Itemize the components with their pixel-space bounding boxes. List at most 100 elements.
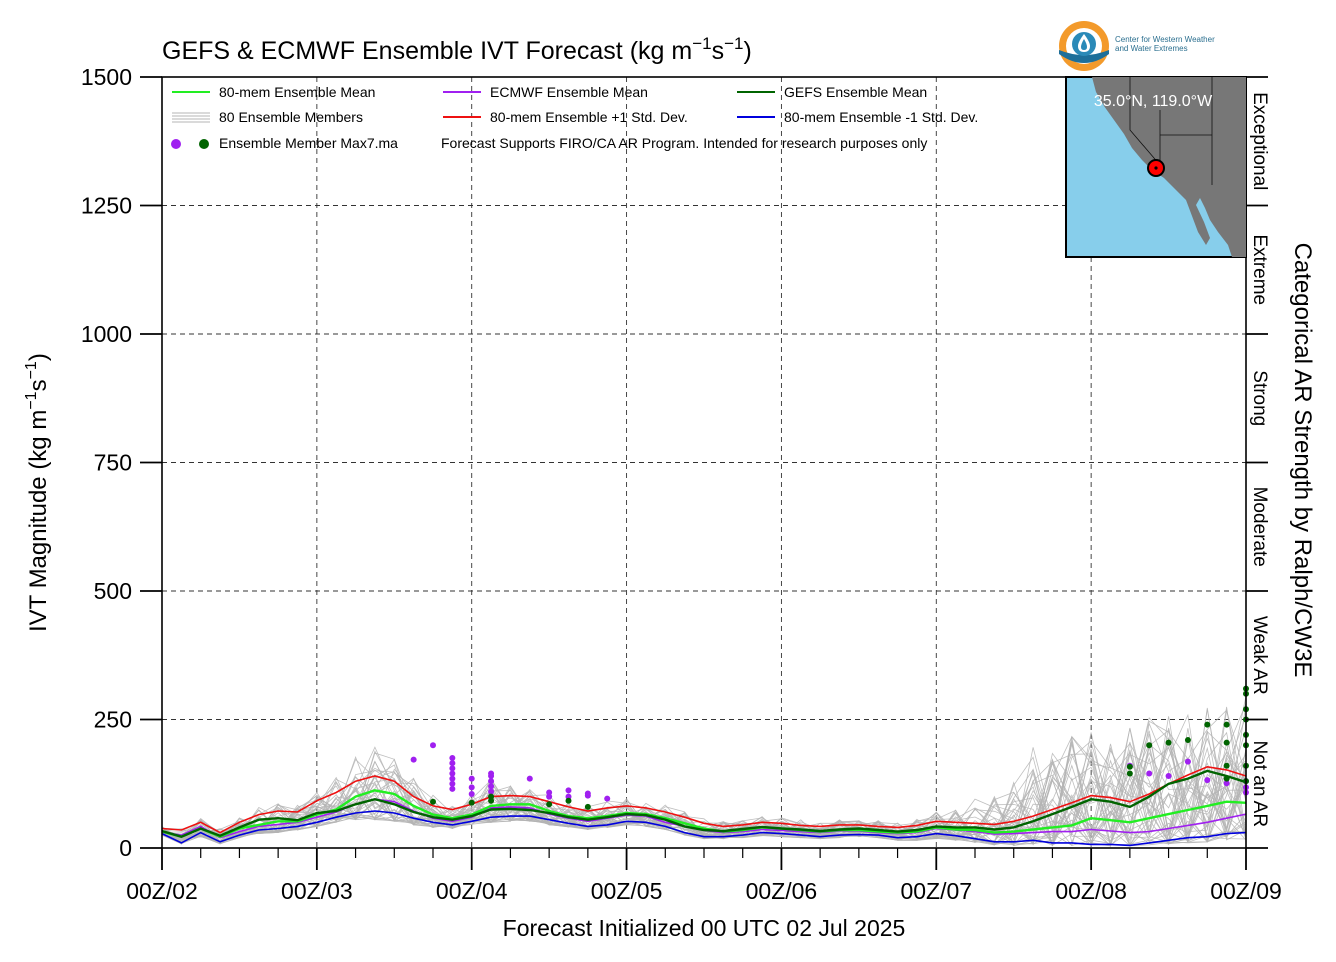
ecmwf-max-point (449, 755, 456, 762)
ecmwf-max-point (1223, 780, 1230, 787)
ensemble-member-line (161, 752, 1247, 846)
inset-land (1092, 77, 1246, 257)
x-tick-label: 00Z/06 (746, 878, 818, 904)
ecmwf-max-point (1184, 758, 1191, 765)
gefs-max-point (1204, 721, 1211, 728)
legend-label-members: 80 Ensemble Members (219, 109, 363, 125)
gefs-max-point (1126, 770, 1133, 777)
inset-state-lines (1129, 77, 1213, 185)
legend: 80-mem Ensemble Mean ECMWF Ensemble Mean… (171, 84, 978, 151)
gefs-max-point (488, 793, 495, 800)
ecmwf-max-point (604, 795, 611, 802)
ecmwf-max-point (468, 775, 475, 782)
gefs-max-point (430, 798, 436, 805)
ecmwf-max-point (488, 783, 495, 790)
legend-label-gefs: GEFS Ensemble Mean (784, 84, 927, 100)
ensemble-member-line (161, 740, 1247, 846)
inset-coords: 35.0°N, 119.0°W (1094, 93, 1213, 110)
ecmwf-max-point (565, 787, 572, 794)
y-tick-label: 750 (94, 450, 132, 476)
gefs-max-point (1223, 739, 1230, 746)
y-tick-label: 0 (119, 835, 132, 861)
category-axis: Not an AR Weak AR Moderate Strong Extreme Exc… (1246, 76, 1270, 849)
gefs-max-point (1146, 742, 1153, 749)
gefs-max-point (1165, 739, 1172, 746)
ecmwf-max-point (546, 789, 553, 796)
ecmwf-max-point (1165, 773, 1172, 780)
legend-label-max: Ensemble Member Max7.ma (219, 135, 398, 151)
ensemble-member-line (161, 727, 1247, 844)
x-tick-label: 00Z/09 (1210, 878, 1282, 904)
ecmwf-max-point (449, 785, 456, 792)
gefs-max-point (488, 797, 495, 804)
x-axis: 00Z/02 00Z/03 00Z/04 00Z/05 00Z/06 00Z/07 00Z/… (126, 848, 1282, 904)
ensemble-member-line (161, 716, 1247, 846)
ecmwf-max-point (468, 784, 475, 791)
category-label: Weak AR (1249, 616, 1270, 695)
ecmwf-max-point (449, 770, 456, 777)
ecmwf-max-point (488, 773, 495, 780)
y-tick-label: 250 (94, 707, 132, 733)
inset-map: 35.0°N, 119.0°W (1065, 76, 1247, 258)
ecmwf-max-point (526, 775, 533, 782)
legend-note: Forecast Supports FIRO/CA AR Program. In… (441, 135, 927, 151)
legend-dot-ecmwf (171, 139, 181, 149)
ecmwf-max-point (449, 780, 456, 787)
series-line-plus_sd (161, 765, 1247, 834)
x-tick-label: 00Z/02 (126, 878, 198, 904)
ecmwf-max-point (449, 775, 456, 782)
ecmwf-max-point (468, 791, 475, 798)
x-tick-label: 00Z/07 (900, 878, 972, 904)
location-marker-center (1154, 166, 1158, 170)
series-line-minus_sd (161, 810, 1247, 847)
gefs-max-point (1223, 721, 1230, 728)
series-lines (161, 765, 1247, 847)
y-tick-label: 500 (94, 578, 132, 604)
ecmwf-max-point (1146, 770, 1153, 777)
ecmwf-max-point (1204, 777, 1211, 784)
ensemble-member-line (161, 736, 1247, 841)
y-axis: 0 250 500 750 1000 1250 1500 (81, 64, 162, 861)
ensemble-member-line (161, 743, 1247, 845)
y-tick-label: 1000 (81, 321, 132, 347)
legend-dot-gefs (199, 139, 209, 149)
ecmwf-max-point (488, 778, 495, 785)
ecmwf-max-point (410, 756, 417, 763)
category-label: Moderate (1249, 487, 1270, 567)
logo-icon (1059, 21, 1109, 71)
category-label: Strong (1249, 370, 1270, 426)
series-line-gefs (161, 769, 1247, 838)
legend-label-plus-sd: 80-mem Ensemble +1 Std. Dev. (490, 109, 688, 125)
category-label: Exceptional (1249, 92, 1270, 190)
ensemble-member-line (161, 731, 1247, 843)
gefs-max-point (1223, 775, 1230, 782)
ecmwf-max-point (488, 788, 495, 795)
gefs-max-point (546, 801, 553, 808)
ensemble-members (161, 695, 1247, 848)
ensemble-member-line (161, 728, 1247, 844)
category-label: Extreme (1249, 234, 1270, 305)
x-tick-label: 00Z/03 (281, 878, 353, 904)
series-line-mean80 (161, 789, 1247, 839)
cw3e-logo: Center for Western Weather and Water Ext… (1058, 20, 1248, 72)
ecmwf-max-point (449, 765, 456, 772)
gefs-max-point (468, 799, 475, 806)
gefs-max-point (1184, 737, 1191, 744)
legend-label-minus-sd: 80-mem Ensemble -1 Std. Dev. (784, 109, 978, 125)
ecmwf-max-point (565, 793, 572, 800)
gefs-max-point (1126, 763, 1133, 770)
legend-label-ecmwf: ECMWF Ensemble Mean (490, 84, 648, 100)
category-label: Not an AR (1249, 740, 1270, 827)
ecmwf-max-point (546, 793, 553, 800)
y-axis-label: IVT Magnitude (kg m−1s−1) (23, 353, 52, 632)
x-tick-label: 00Z/05 (591, 878, 663, 904)
gefs-max-point (584, 803, 591, 810)
ecmwf-max-point (584, 790, 591, 797)
x-tick-label: 00Z/04 (436, 878, 508, 904)
logo-text: Center for Western Weather and Water Ext… (1115, 35, 1215, 53)
x-axis-label: Forecast Initialized 00 UTC 02 Jul 2025 (503, 915, 906, 941)
gefs-max-point (565, 797, 572, 804)
legend-swatch-members (172, 112, 210, 123)
legend-label-mean80: 80-mem Ensemble Mean (219, 84, 375, 100)
gefs-max-point (1223, 762, 1230, 769)
